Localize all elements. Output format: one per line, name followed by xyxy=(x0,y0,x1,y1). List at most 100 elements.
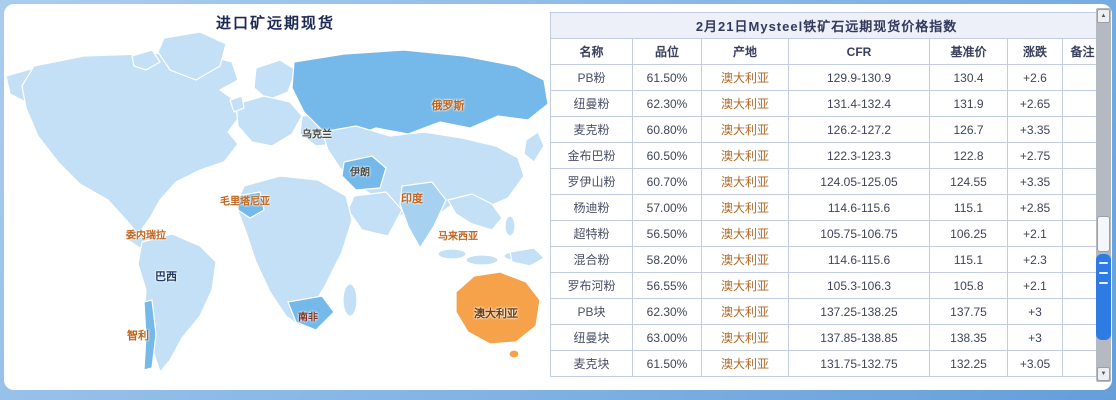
cell-base: 115.1 xyxy=(929,246,1008,273)
cell-cfr: 129.9-130.9 xyxy=(788,64,930,91)
cell-name: 麦克块 xyxy=(550,350,633,377)
country-russia xyxy=(291,49,549,139)
region-java xyxy=(465,254,499,266)
cell-base: 126.7 xyxy=(929,116,1008,143)
widget-glyph-line xyxy=(1099,272,1108,274)
cell-base: 106.25 xyxy=(929,220,1008,247)
table-row: 麦克粉 60.80% 澳大利亚 126.2-127.2 126.7 +3.35 xyxy=(550,116,1103,143)
cell-cfr: 137.25-138.25 xyxy=(788,298,930,325)
table-row: 麦克块 61.50% 澳大利亚 131.75-132.75 132.25 +3.… xyxy=(550,350,1103,377)
cell-origin: 澳大利亚 xyxy=(701,142,789,169)
map-title: 进口矿远期现货 xyxy=(216,15,336,32)
map-label-russia: 俄罗斯 xyxy=(431,100,465,112)
column-header-grade: 品位 xyxy=(632,38,702,65)
vertical-scrollbar[interactable]: ▲ ▼ xyxy=(1096,8,1111,382)
cell-grade: 62.30% xyxy=(632,298,702,325)
column-header-origin: 产地 xyxy=(701,38,789,65)
cell-base: 132.25 xyxy=(929,350,1008,377)
table-row: 纽曼块 63.00% 澳大利亚 137.85-138.85 138.35 +3 xyxy=(550,324,1103,351)
scrollbar-thumb[interactable] xyxy=(1097,216,1110,252)
table-row: 超特粉 56.50% 澳大利亚 105.75-106.75 106.25 +2.… xyxy=(550,220,1103,247)
cell-cfr: 137.85-138.85 xyxy=(788,324,930,351)
country-mauritania xyxy=(237,191,265,219)
cell-cfr: 122.3-123.3 xyxy=(788,142,930,169)
country-india xyxy=(399,181,447,250)
table-row: 混合粉 58.20% 澳大利亚 114.6-115.6 115.1 +2.3 xyxy=(550,246,1103,273)
region-madagascar xyxy=(342,283,358,317)
table-row: 罗布河粉 56.55% 澳大利亚 105.3-106.3 105.8 +2.1 xyxy=(550,272,1103,299)
country-iran xyxy=(341,155,387,191)
cell-name: PB块 xyxy=(550,298,633,325)
cell-cfr: 105.3-106.3 xyxy=(788,272,930,299)
map-label-chile: 智利 xyxy=(127,330,149,342)
cell-origin: 澳大利亚 xyxy=(701,350,789,377)
cell-change: +3.35 xyxy=(1007,116,1063,143)
up-arrow-icon: ▲ xyxy=(1100,13,1107,19)
down-arrow-icon: ▼ xyxy=(1100,371,1107,377)
cell-cfr: 114.6-115.6 xyxy=(788,194,930,221)
map-label-malaysia: 马来西亚 xyxy=(438,231,478,243)
region-greenland xyxy=(157,31,227,81)
cell-origin: 澳大利亚 xyxy=(701,298,789,325)
cell-origin: 澳大利亚 xyxy=(701,64,789,91)
country-chile xyxy=(143,299,157,371)
table-header-row: 名称 品位 产地 CFR 基准价 涨跌 备注 xyxy=(550,38,1103,65)
cell-name: 混合粉 xyxy=(550,246,633,273)
cell-base: 105.8 xyxy=(929,272,1008,299)
content-card: 进口矿远期现货 俄罗斯 乌克兰 伊朗 印度 毛里塔尼亚 马来西亚 委内瑞拉 巴西… xyxy=(4,4,1112,390)
cell-grade: 62.30% xyxy=(632,90,702,117)
map-label-venezuela: 委内瑞拉 xyxy=(126,230,166,242)
cell-change: +3.35 xyxy=(1007,168,1063,195)
world-map-panel: 进口矿远期现货 俄罗斯 乌克兰 伊朗 印度 毛里塔尼亚 马来西亚 委内瑞拉 巴西… xyxy=(4,4,550,390)
cell-change: +3 xyxy=(1007,298,1063,325)
table-row: 杨迪粉 57.00% 澳大利亚 114.6-115.6 115.1 +2.85 xyxy=(550,194,1103,221)
cell-name: 金布巴粉 xyxy=(550,142,633,169)
floating-service-widget[interactable] xyxy=(1096,254,1111,340)
cell-cfr: 131.4-132.4 xyxy=(788,90,930,117)
cell-grade: 61.50% xyxy=(632,350,702,377)
cell-grade: 60.50% xyxy=(632,142,702,169)
region-philippines xyxy=(504,215,516,237)
cell-cfr: 114.6-115.6 xyxy=(788,246,930,273)
region-tasmania xyxy=(508,349,520,359)
cell-name: 罗伊山粉 xyxy=(550,168,633,195)
region-southeast-asia xyxy=(447,193,503,231)
map-label-brazil: 巴西 xyxy=(155,271,177,283)
map-label-south-africa: 南非 xyxy=(298,312,318,324)
cell-grade: 56.50% xyxy=(632,220,702,247)
price-table: 2月21日Mysteel铁矿石远期现货价格指数 名称 品位 产地 CFR 基准价… xyxy=(550,12,1103,377)
cell-base: 138.35 xyxy=(929,324,1008,351)
cell-cfr: 105.75-106.75 xyxy=(788,220,930,247)
cell-cfr: 126.2-127.2 xyxy=(788,116,930,143)
cell-change: +3.05 xyxy=(1007,350,1063,377)
cell-origin: 澳大利亚 xyxy=(701,194,789,221)
cell-origin: 澳大利亚 xyxy=(701,90,789,117)
map-label-ukraine: 乌克兰 xyxy=(302,129,332,141)
cell-change: +2.75 xyxy=(1007,142,1063,169)
cell-grade: 61.50% xyxy=(632,64,702,91)
region-south-america xyxy=(137,233,217,374)
scroll-down-button[interactable]: ▼ xyxy=(1097,367,1110,381)
region-north-america xyxy=(21,51,241,235)
scroll-up-button[interactable]: ▲ xyxy=(1097,9,1110,23)
cell-grade: 63.00% xyxy=(632,324,702,351)
region-arctic-islands xyxy=(131,49,161,71)
table-row: 纽曼粉 62.30% 澳大利亚 131.4-132.4 131.9 +2.65 xyxy=(550,90,1103,117)
table-title: 2月21日Mysteel铁矿石远期现货价格指数 xyxy=(550,12,1103,39)
widget-glyph-line xyxy=(1099,262,1108,264)
country-south-africa xyxy=(287,295,335,331)
cell-base: 131.9 xyxy=(929,90,1008,117)
cell-change: +2.3 xyxy=(1007,246,1063,273)
region-new-guinea xyxy=(509,247,545,267)
cell-base: 130.4 xyxy=(929,64,1008,91)
cell-name: 杨迪粉 xyxy=(550,194,633,221)
cell-name: 超特粉 xyxy=(550,220,633,247)
price-table-body: PB粉 61.50% 澳大利亚 129.9-130.9 130.4 +2.6 纽… xyxy=(550,64,1103,377)
cell-change: +2.6 xyxy=(1007,64,1063,91)
cell-cfr: 124.05-125.05 xyxy=(788,168,930,195)
region-uk xyxy=(229,95,245,113)
cell-change: +2.85 xyxy=(1007,194,1063,221)
cell-grade: 57.00% xyxy=(632,194,702,221)
cell-base: 137.75 xyxy=(929,298,1008,325)
table-row: PB粉 61.50% 澳大利亚 129.9-130.9 130.4 +2.6 xyxy=(550,64,1103,91)
